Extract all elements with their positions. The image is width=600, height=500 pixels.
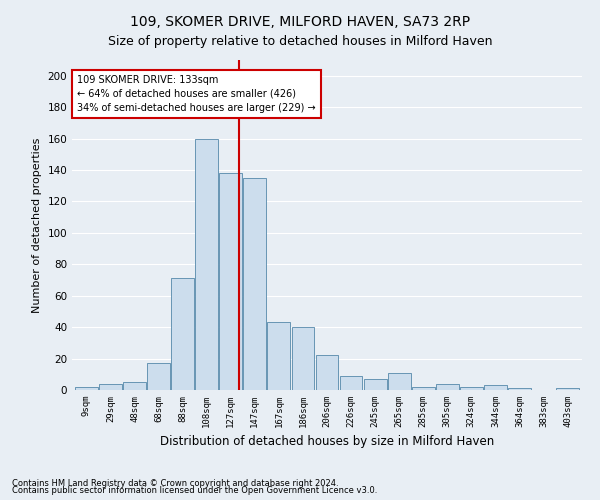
Bar — [556, 388, 579, 390]
Text: 109, SKOMER DRIVE, MILFORD HAVEN, SA73 2RP: 109, SKOMER DRIVE, MILFORD HAVEN, SA73 2… — [130, 15, 470, 29]
Bar — [195, 138, 218, 390]
Bar — [292, 327, 314, 390]
Bar — [171, 278, 194, 390]
Bar — [340, 376, 362, 390]
Bar — [436, 384, 459, 390]
Text: 109 SKOMER DRIVE: 133sqm
← 64% of detached houses are smaller (426)
34% of semi-: 109 SKOMER DRIVE: 133sqm ← 64% of detach… — [77, 75, 316, 113]
Bar — [244, 178, 266, 390]
Bar — [412, 387, 434, 390]
Bar — [364, 379, 386, 390]
Text: Contains HM Land Registry data © Crown copyright and database right 2024.: Contains HM Land Registry data © Crown c… — [12, 478, 338, 488]
Bar — [484, 386, 507, 390]
Text: Size of property relative to detached houses in Milford Haven: Size of property relative to detached ho… — [108, 35, 492, 48]
Bar — [147, 364, 170, 390]
Bar — [75, 387, 98, 390]
Bar — [316, 356, 338, 390]
Bar — [460, 387, 483, 390]
Bar — [99, 384, 122, 390]
Text: Contains public sector information licensed under the Open Government Licence v3: Contains public sector information licen… — [12, 486, 377, 495]
Bar — [268, 322, 290, 390]
Bar — [388, 372, 410, 390]
Y-axis label: Number of detached properties: Number of detached properties — [32, 138, 42, 312]
X-axis label: Distribution of detached houses by size in Milford Haven: Distribution of detached houses by size … — [160, 436, 494, 448]
Bar — [508, 388, 531, 390]
Bar — [220, 173, 242, 390]
Bar — [123, 382, 146, 390]
